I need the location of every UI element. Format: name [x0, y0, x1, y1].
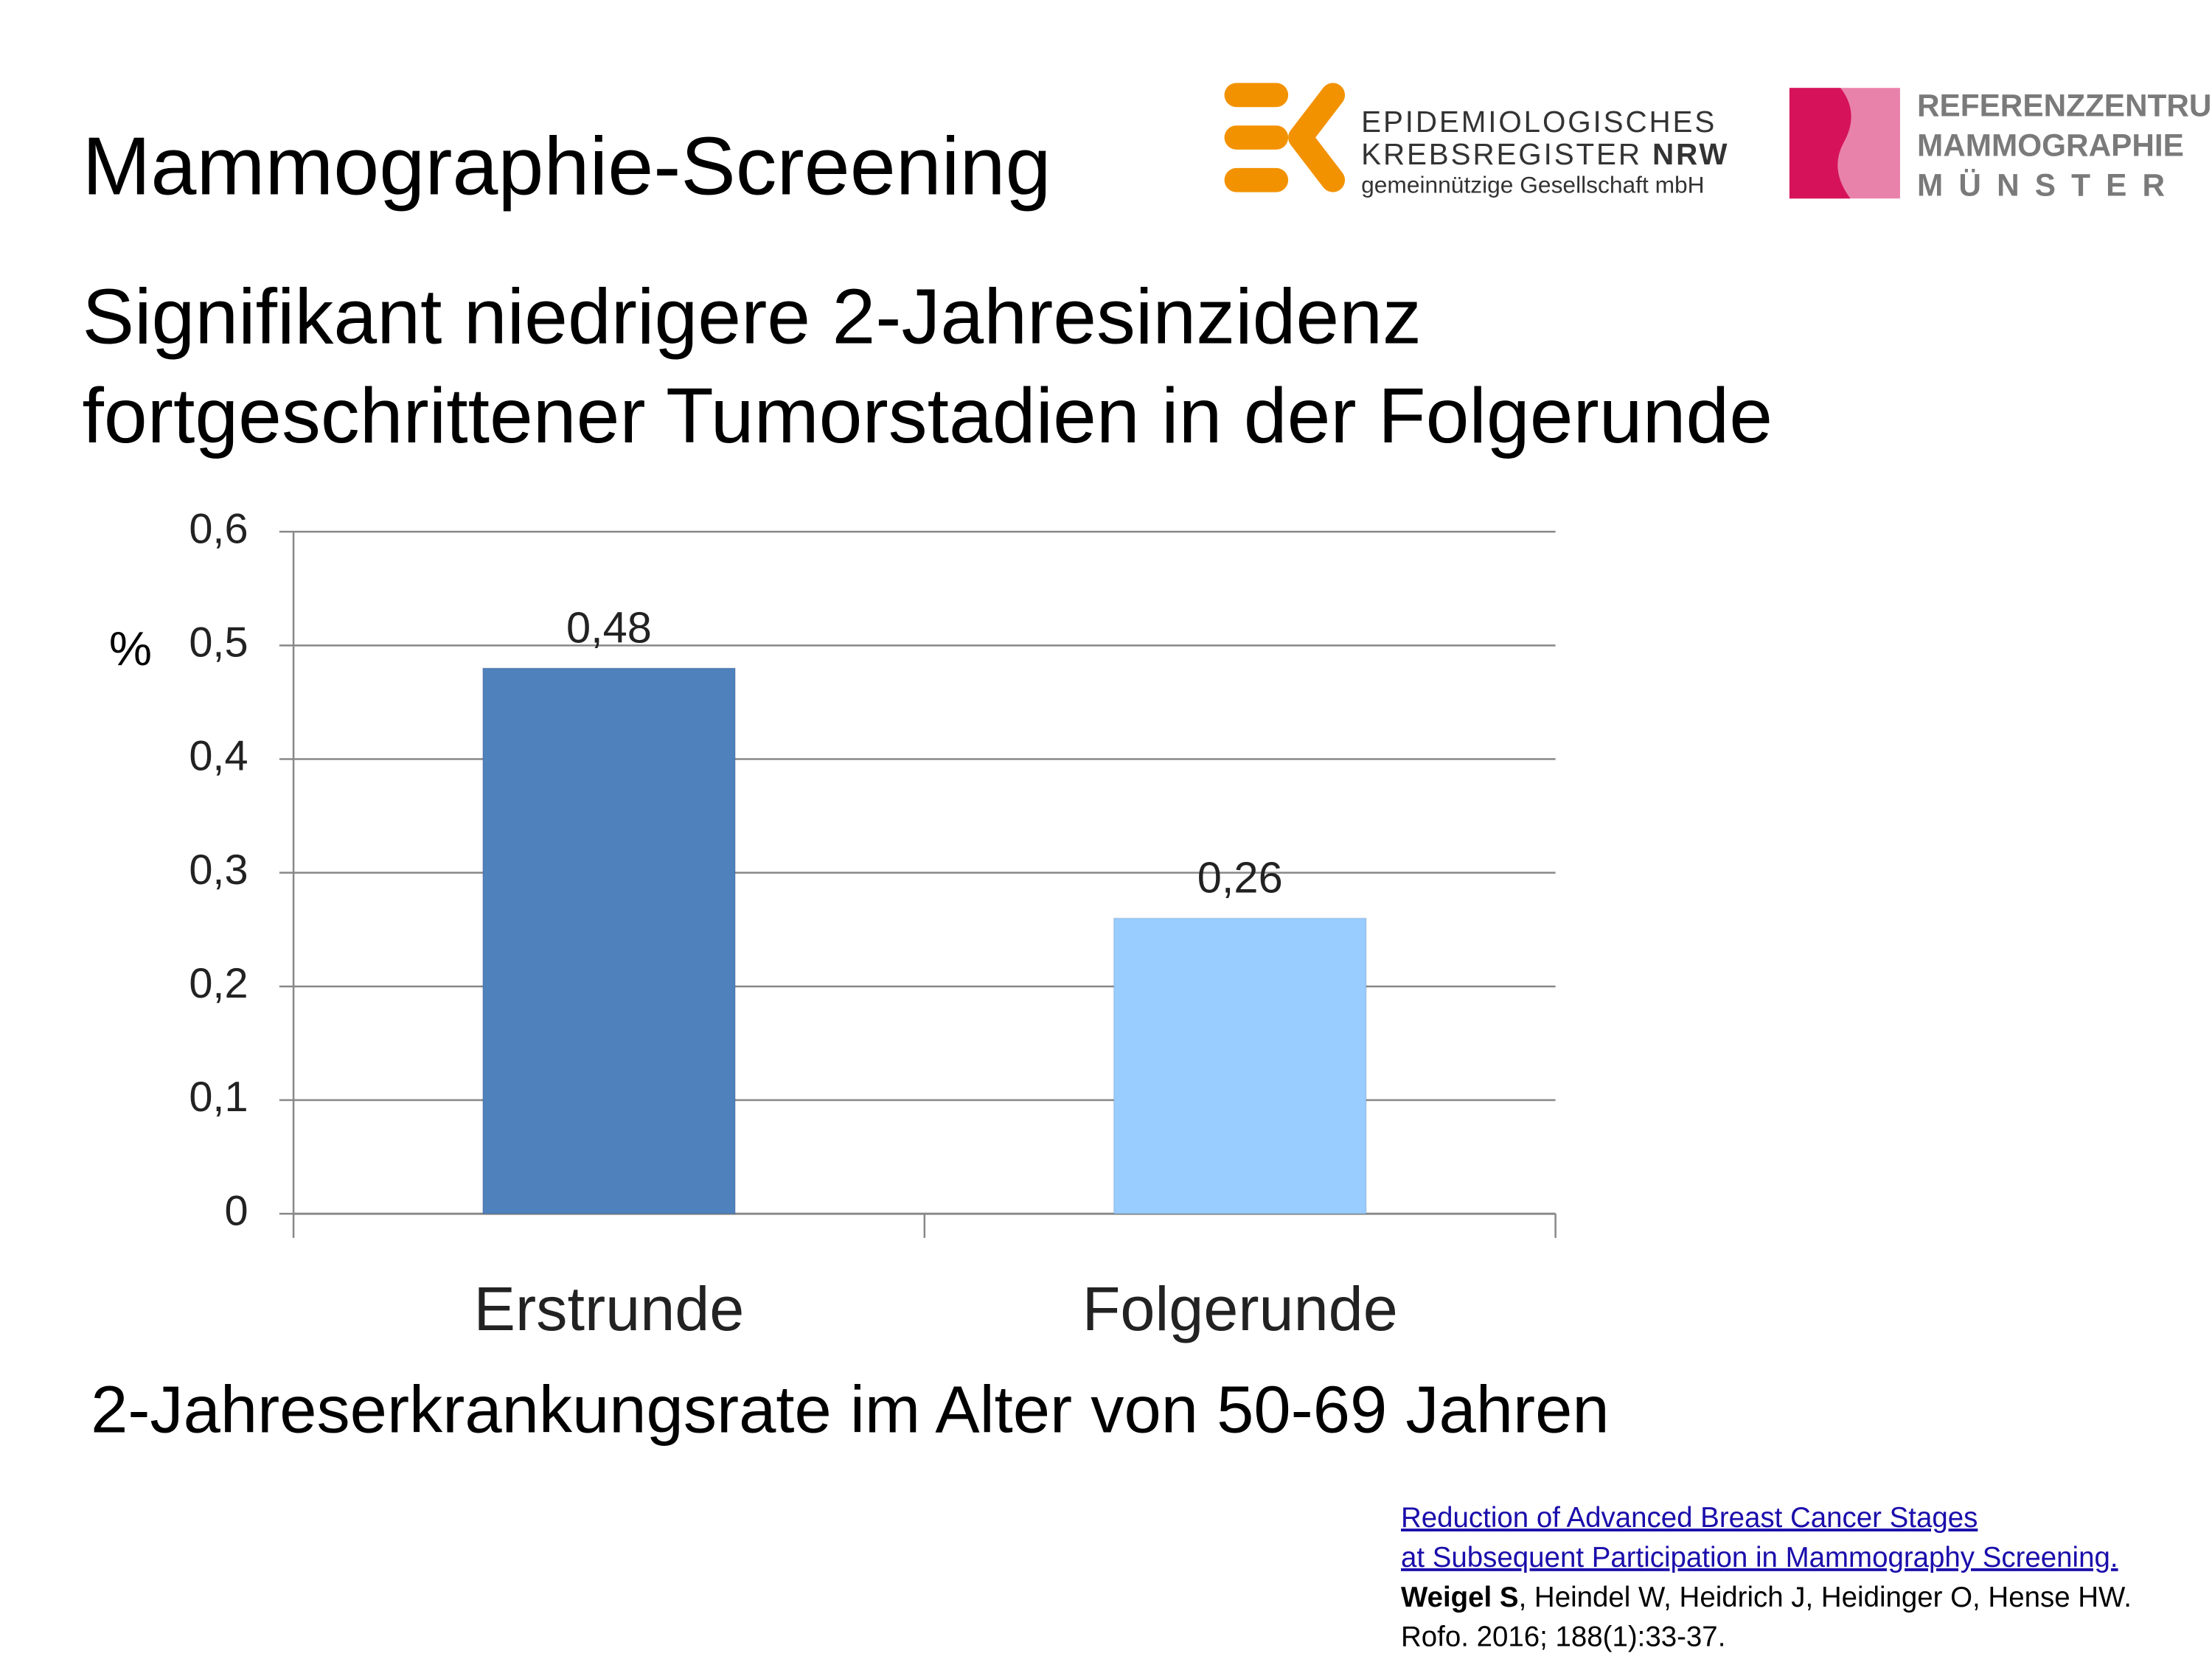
citation-link[interactable]: at Subsequent Participation in Mammograp… [1401, 1542, 2118, 1573]
slide-title: Mammographie-Screening [83, 119, 1051, 212]
logo-text: KREBSREGISTER [1361, 137, 1642, 171]
citation-authors: Weigel S, Heindel W, Heidrich J, Heiding… [1401, 1582, 2132, 1613]
logo-ref [1789, 88, 1900, 199]
subtitle: fortgeschrittener Tumorstadien in der Fo… [83, 372, 1773, 459]
logo-text: NRW [1652, 137, 1729, 171]
y-tick-label: 0 [224, 1187, 248, 1234]
x-tick-label: Erstrunde [474, 1273, 745, 1343]
bar [481, 667, 737, 1215]
subtitle: Signifikant niedrigere 2-Jahresinzidenz [83, 273, 1422, 360]
y-tick-label: 0,2 [189, 960, 248, 1007]
y-tick-label: 0,5 [189, 619, 248, 667]
logo-text: MAMMOGRAPHIE [1917, 128, 2184, 163]
bar [1113, 917, 1367, 1215]
logo-ekr [1224, 83, 1346, 192]
x-tick-label: Folgerunde [1082, 1273, 1398, 1343]
citation-source: Rofo. 2016; 188(1):33-37. [1401, 1621, 1725, 1653]
citation: Reduction of Advanced Breast Cancer Stag… [1401, 1502, 2132, 1653]
logo-text: MÜNSTER [1917, 167, 2180, 202]
x-axis-label: 2-Jahreserkrankungsrate im Alter von 50-… [91, 1372, 1610, 1447]
y-tick-label: 0,4 [189, 733, 248, 780]
y-tick-label: 0,1 [189, 1074, 248, 1121]
value-label: 0,26 [1197, 853, 1283, 902]
citation-author: Weigel S [1401, 1582, 1519, 1613]
chart: 0 0,1 0,2 0,3 0,4 0,5 0,6 Erstrunde 0,48 Folgerun… [189, 505, 1557, 1343]
logo-text: EPIDEMIOLOGISCHES [1361, 105, 1717, 139]
y-tick-label: 0,3 [189, 846, 248, 894]
value-label: 0,48 [566, 603, 652, 653]
logo-text: gemeinnützige Gesellschaft mbH [1361, 172, 1704, 198]
citation-link[interactable]: Reduction of Advanced Breast Cancer Stag… [1401, 1502, 1978, 1534]
y-axis-label: % [109, 622, 152, 675]
citation-author: , Heindel W, Heidrich J, Heidinger O, He… [1519, 1582, 2132, 1613]
logo-text: KREBSREGISTER NRW [1361, 137, 1729, 171]
logo-text: REFERENZZENTRUM [1917, 88, 2212, 123]
y-tick-label: 0,6 [189, 505, 248, 552]
